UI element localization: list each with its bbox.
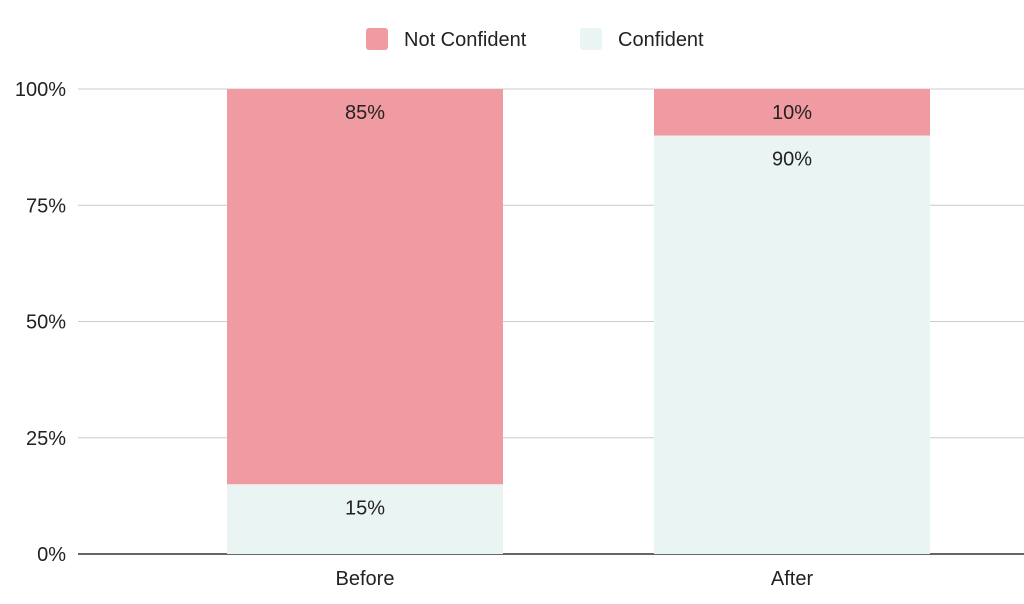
y-tick-label: 0% [37, 544, 66, 566]
data-label: 90% [772, 149, 812, 171]
legend-label: Not Confident [404, 29, 527, 51]
bars [227, 89, 930, 554]
y-axis-ticks: 0% 25% 50% 75% 100% [15, 79, 66, 566]
x-category-label: After [771, 568, 814, 590]
y-tick-label: 50% [26, 312, 66, 334]
data-label: 15% [345, 497, 385, 519]
legend-label: Confident [618, 29, 704, 51]
legend: Not Confident Confident [366, 28, 704, 51]
bar-segment [227, 484, 503, 554]
data-label: 10% [772, 102, 812, 124]
x-category-label: Before [336, 568, 395, 590]
legend-swatch [366, 28, 388, 50]
legend-swatch [580, 28, 602, 50]
y-tick-label: 75% [26, 195, 66, 217]
data-labels: 15% 85% 90% 10% [345, 102, 812, 519]
x-axis-categories: Before After [336, 568, 814, 590]
y-tick-label: 100% [15, 79, 66, 101]
bar-segment [654, 89, 930, 136]
bar-segment [227, 89, 503, 485]
y-tick-label: 25% [26, 428, 66, 450]
bar-segment [654, 135, 930, 554]
data-label: 85% [345, 102, 385, 124]
